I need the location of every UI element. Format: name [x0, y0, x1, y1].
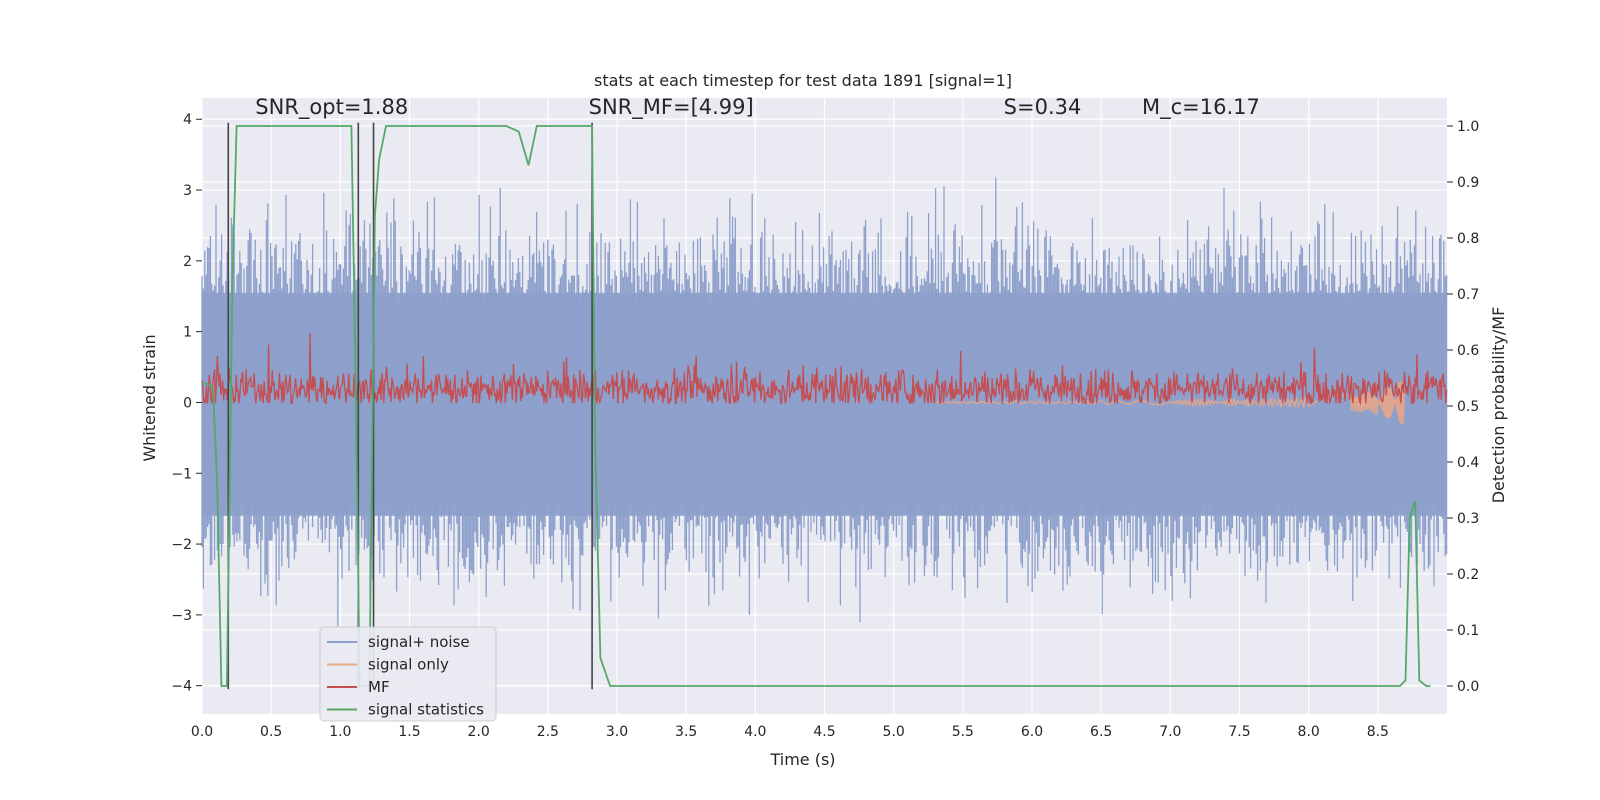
y-tick-label: −1 — [171, 466, 192, 482]
y2-tick-label: 0.6 — [1457, 343, 1479, 359]
y2-tick-label: 0.7 — [1457, 287, 1479, 303]
x-tick-label: 7.0 — [1159, 724, 1181, 740]
signal-only-line — [934, 379, 1405, 425]
x-tick-label: 6.5 — [1090, 724, 1112, 740]
legend-label: signal+ noise — [368, 633, 470, 651]
y2-tick-label: 0.1 — [1457, 623, 1479, 639]
legend-label: signal only — [368, 656, 449, 674]
x-tick-label: 3.5 — [675, 724, 697, 740]
x-tick-label: 2.0 — [468, 724, 490, 740]
y2-tick-label: 0.4 — [1457, 455, 1479, 471]
legend-label: signal statistics — [368, 701, 484, 719]
mf-line — [201, 333, 1448, 406]
x-axis-ticks: 0.0 0.5 1.0 1.5 2.0 2.5 3.0 3.5 4.0 4.5 5.0 5.5 6.0 6… — [191, 724, 1389, 740]
y2-tick-label: 0.9 — [1457, 175, 1479, 191]
annotation-text: S=0.34 — [1004, 95, 1082, 119]
x-tick-label: 0.5 — [260, 724, 282, 740]
annotation-text: SNR_opt=1.88 — [255, 95, 408, 120]
y-tick-label: 4 — [183, 112, 192, 128]
y2-tick-label: 0.2 — [1457, 567, 1479, 583]
legend-box — [319, 626, 497, 722]
y2-tick-label: 1.0 — [1457, 119, 1479, 135]
signal-statistics-line — [202, 125, 1431, 687]
y-axis-ticks: −4 −3 −2 −1 0 1 2 3 4 — [171, 112, 202, 695]
x-tick-label: 8.0 — [1298, 724, 1320, 740]
y-tick-label: −2 — [171, 537, 192, 553]
annotations: SNR_opt=1.88 SNR_MF=[4.99] S=0.34 M_c=16.17 — [255, 95, 1260, 120]
annotation-text: M_c=16.17 — [1142, 95, 1260, 120]
x-tick-label: 4.0 — [744, 724, 766, 740]
x-tick-label: 8.5 — [1367, 724, 1389, 740]
signal-statistics-series — [202, 125, 1431, 687]
x-tick-label: 3.0 — [606, 724, 628, 740]
y-tick-label: 0 — [183, 395, 192, 411]
legend-label: MF — [368, 678, 390, 696]
mf-series — [201, 333, 1448, 406]
y2-axis-ticks: 0.0 0.1 0.2 0.3 0.4 0.5 0.6 0.7 0.8 0.9 1.0 — [1447, 119, 1479, 695]
y2-tick-label: 0.5 — [1457, 399, 1479, 415]
y-tick-label: 2 — [183, 254, 192, 270]
x-tick-label: 0.0 — [191, 724, 213, 740]
y-tick-label: −3 — [171, 608, 192, 624]
y-tick-label: 3 — [183, 183, 192, 199]
y2-tick-label: 0.8 — [1457, 231, 1479, 247]
signal-only-series — [934, 379, 1405, 425]
annotation-text: SNR_MF=[4.99] — [589, 95, 754, 120]
y2-tick-label: 0.0 — [1457, 679, 1479, 695]
x-tick-label: 2.5 — [537, 724, 559, 740]
y-tick-label: 1 — [183, 325, 192, 341]
x-tick-label: 1.5 — [398, 724, 420, 740]
x-tick-label: 5.5 — [952, 724, 974, 740]
x-tick-label: 5.0 — [883, 724, 905, 740]
y2-tick-label: 0.3 — [1457, 511, 1479, 527]
x-tick-label: 7.5 — [1228, 724, 1250, 740]
x-tick-label: 1.0 — [329, 724, 351, 740]
y-axis-label: Whitened strain — [140, 334, 159, 461]
x-tick-label: 6.0 — [1021, 724, 1043, 740]
y2-axis-label: Detection probability/MF — [1489, 307, 1508, 504]
x-tick-label: 4.5 — [813, 724, 835, 740]
legend: signal+ noise signal only MF signal statist… — [319, 626, 497, 722]
x-axis-label: Time (s) — [769, 750, 835, 769]
y-tick-label: −4 — [171, 679, 192, 695]
chart-title: stats at each timestep for test data 189… — [594, 71, 1012, 90]
